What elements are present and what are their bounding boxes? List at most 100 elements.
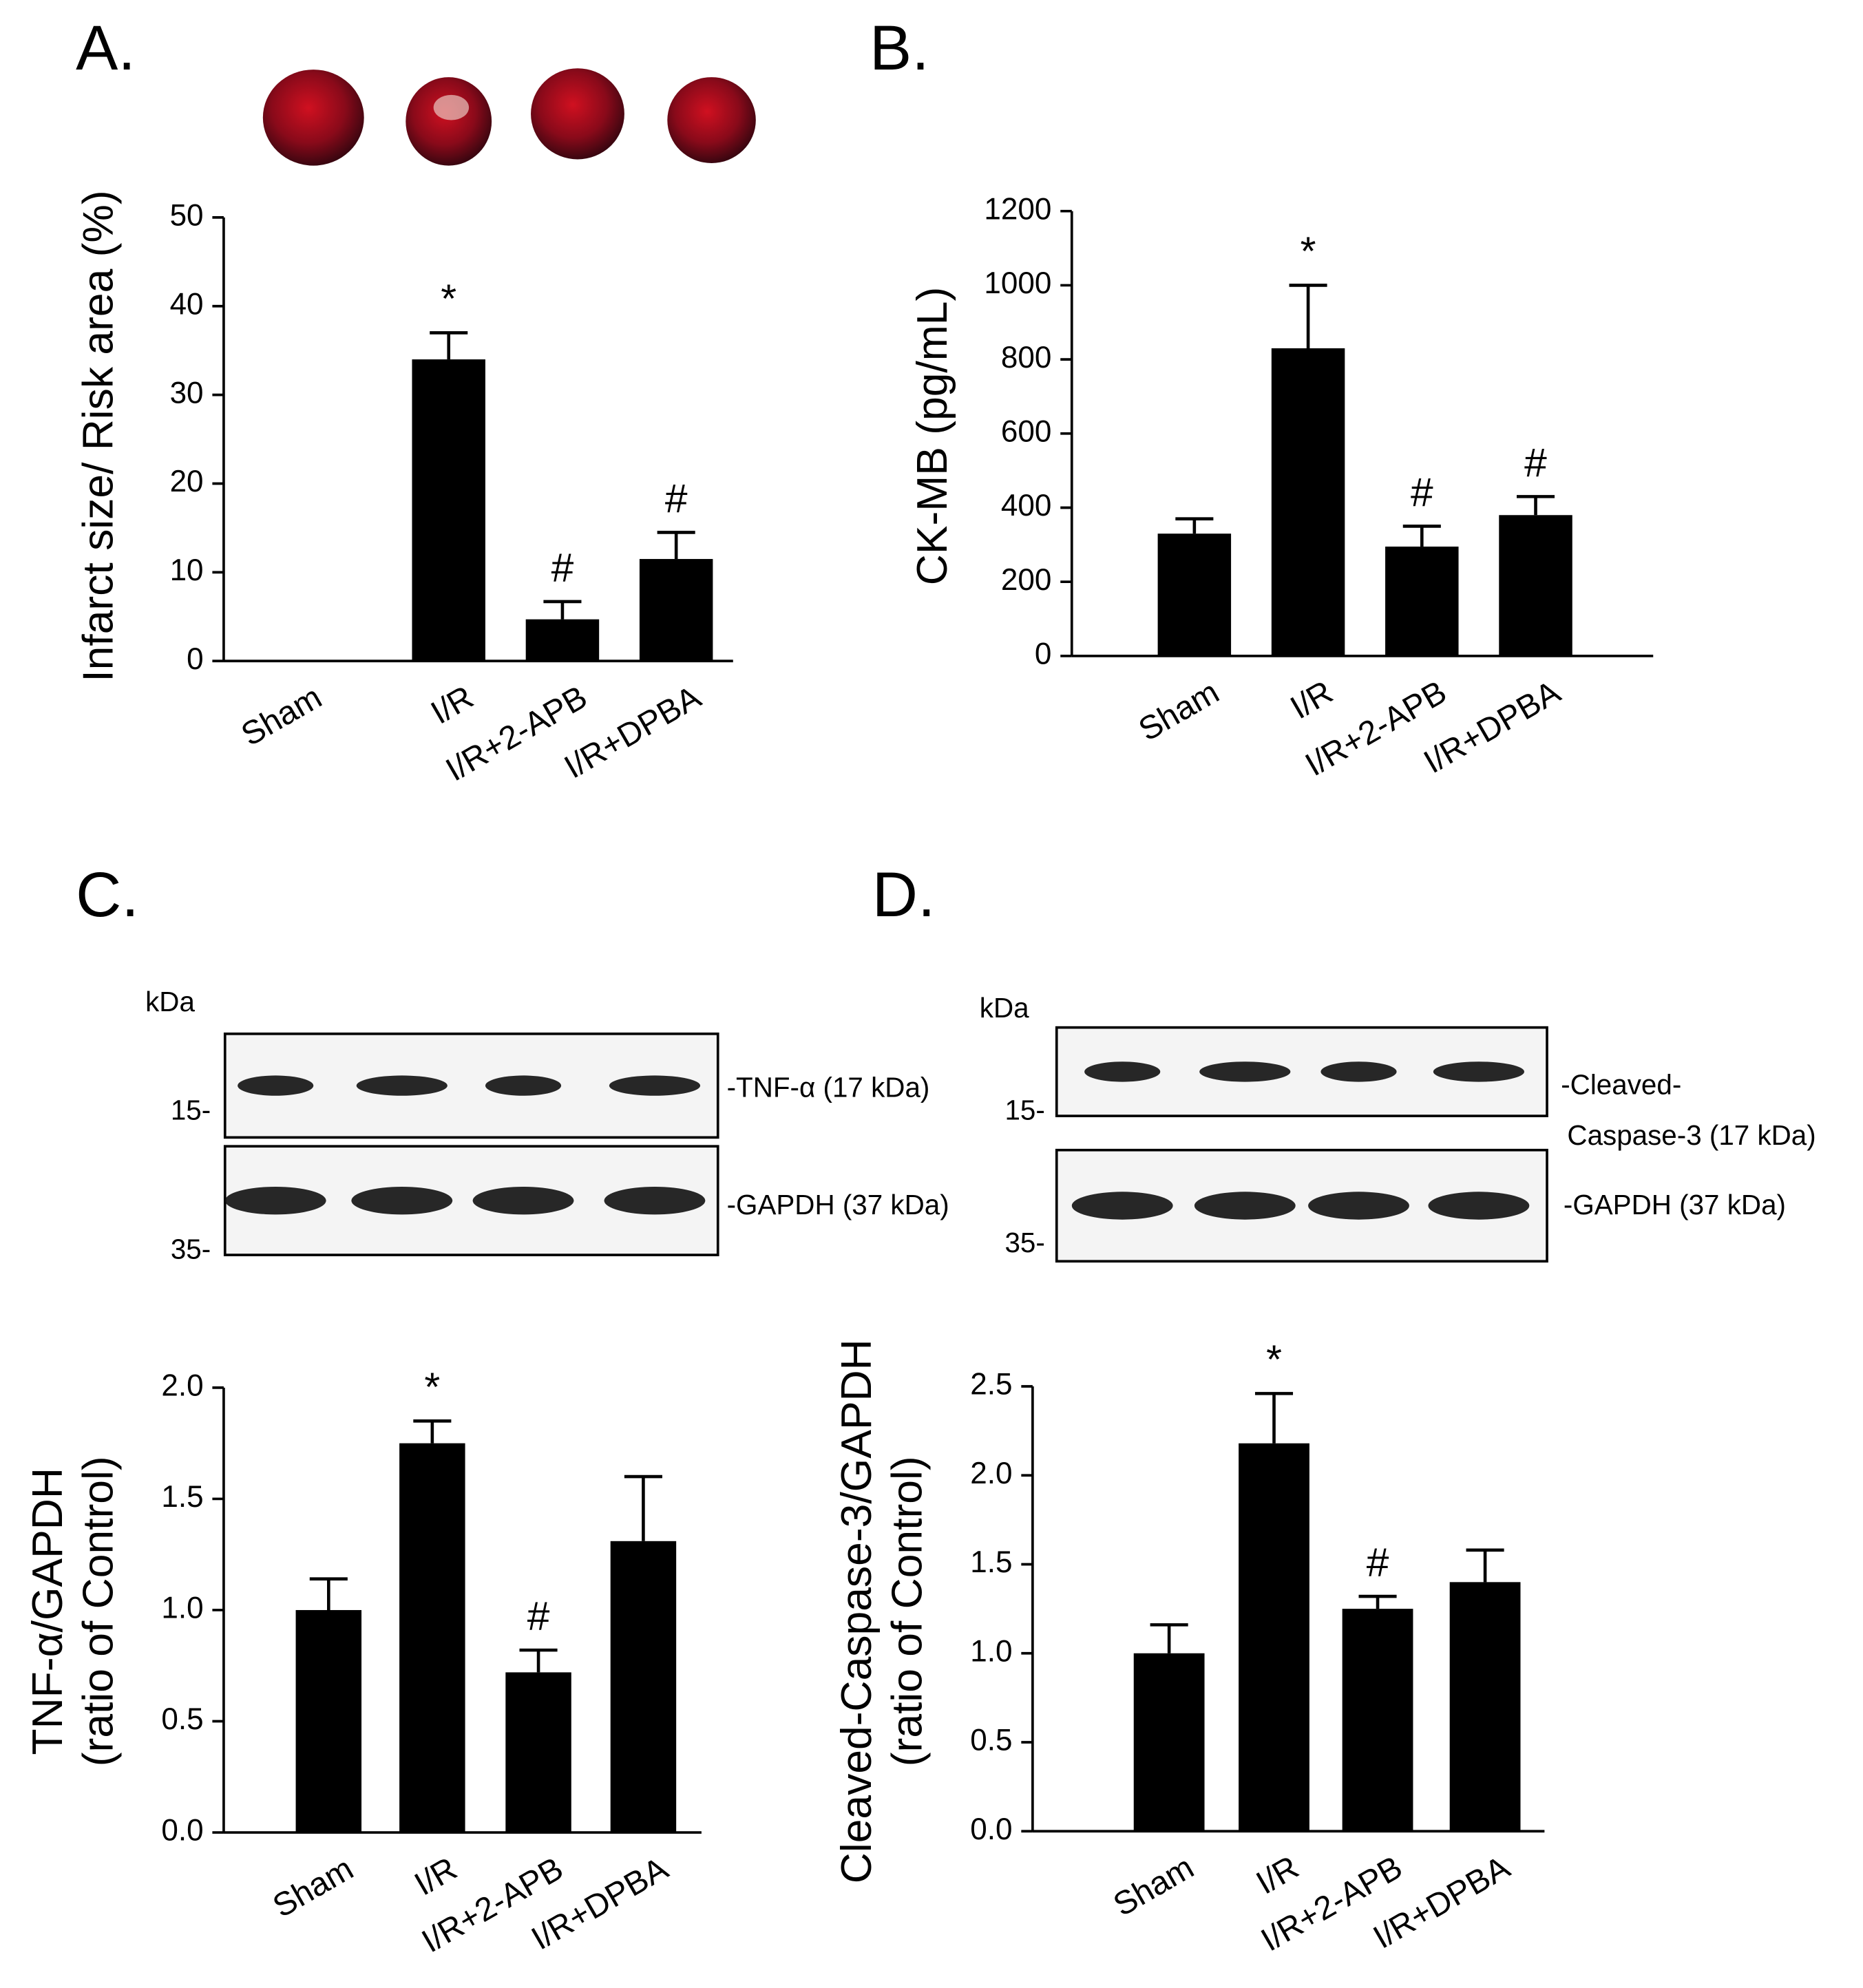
error-bar bbox=[1516, 495, 1555, 516]
panel-label: C. bbox=[76, 860, 139, 930]
x-tick-label: Sham bbox=[1133, 674, 1225, 748]
y-tick-label: 0.0 bbox=[161, 1814, 203, 1848]
heart-slice bbox=[262, 70, 364, 166]
significance-marker: # bbox=[665, 476, 688, 521]
y-axis-label: (ratio of Control) bbox=[883, 1456, 931, 1766]
bar bbox=[1449, 1582, 1521, 1832]
error-bar bbox=[1175, 517, 1214, 534]
blot-band-label: -GAPDH (37 kDa) bbox=[1564, 1189, 1786, 1220]
y-tick-label: 50 bbox=[170, 199, 204, 233]
panel: C.TNF-α/GAPDH (ratio of Control)0.00.51.0… bbox=[24, 860, 949, 1960]
y-tick-label: 1200 bbox=[984, 192, 1051, 226]
y-axis-label: Cleaved-Caspase-3/GAPDH bbox=[833, 1339, 881, 1883]
error-bar bbox=[309, 1577, 348, 1610]
bar bbox=[1342, 1609, 1413, 1832]
blot-band bbox=[1433, 1061, 1524, 1082]
y-tick-label: 10 bbox=[170, 553, 204, 587]
error-bar bbox=[519, 1648, 558, 1673]
y-tick-label: 20 bbox=[170, 465, 204, 498]
heart-slice bbox=[406, 77, 492, 166]
y-tick-label: 400 bbox=[1001, 489, 1051, 522]
bar bbox=[1499, 515, 1572, 656]
error-bar bbox=[413, 1419, 452, 1444]
heart-slice bbox=[531, 68, 624, 160]
blot-band-label: -Cleaved- bbox=[1561, 1069, 1681, 1101]
significance-marker: # bbox=[1411, 470, 1433, 515]
y-tick-label: 0 bbox=[187, 642, 204, 676]
x-tick-label: I/R bbox=[425, 679, 479, 731]
significance-marker: # bbox=[1367, 1541, 1389, 1585]
blot-unit: kDa bbox=[145, 986, 195, 1017]
blot-band bbox=[1428, 1192, 1530, 1220]
panel: B. CK-MB (pg/mL) 0 200 400 600 800 1000 1200 Sham… bbox=[870, 13, 1654, 783]
y-tick-label: 600 bbox=[1001, 414, 1051, 448]
error-bar bbox=[1254, 1392, 1294, 1444]
blot-band bbox=[1194, 1192, 1296, 1220]
error-bar bbox=[1402, 525, 1441, 547]
y-tick-label: 2.0 bbox=[161, 1368, 203, 1402]
bar bbox=[639, 559, 713, 662]
y-tick-label: 30 bbox=[170, 376, 204, 410]
heart-images bbox=[262, 68, 756, 166]
blot-band bbox=[351, 1186, 453, 1215]
y-tick-label: 800 bbox=[1001, 341, 1051, 374]
error-bar bbox=[430, 331, 468, 360]
blot-band bbox=[485, 1075, 562, 1096]
blot-band bbox=[238, 1075, 314, 1096]
y-tick-label: 200 bbox=[1001, 563, 1051, 597]
y-tick-label: 0.0 bbox=[970, 1812, 1012, 1846]
significance-marker: * bbox=[441, 277, 456, 321]
blot-band-label: Caspase-3 (17 kDa) bbox=[1567, 1119, 1815, 1151]
y-tick-label: 0 bbox=[1035, 637, 1052, 671]
bar bbox=[1133, 1653, 1205, 1832]
blot-band bbox=[604, 1186, 706, 1215]
y-axis-label: CK-MB (pg/mL) bbox=[909, 287, 956, 585]
y-tick-label: 0.5 bbox=[970, 1724, 1012, 1757]
x-tick-label: I/R bbox=[1285, 674, 1339, 726]
error-bar bbox=[1466, 1548, 1504, 1583]
panel-label: D. bbox=[872, 860, 936, 930]
bar bbox=[525, 619, 600, 662]
blot-band bbox=[1084, 1061, 1161, 1082]
x-tick-label: Sham bbox=[1108, 1849, 1200, 1923]
y-axis-label: Infarct size/ Risk area (%) bbox=[74, 190, 122, 681]
error-bar bbox=[1150, 1623, 1188, 1653]
y-axis-label: (ratio of Control) bbox=[74, 1456, 122, 1766]
blot-marker: 35- bbox=[171, 1233, 211, 1265]
y-tick-label: 2.5 bbox=[970, 1368, 1012, 1402]
blot-band bbox=[1320, 1061, 1397, 1082]
y-tick-label: 1.5 bbox=[161, 1480, 203, 1514]
blot-unit: kDa bbox=[980, 992, 1029, 1024]
panel: D. Cleaved-Caspase-3/GAPDH (ratio of Contr… bbox=[833, 860, 1816, 1958]
y-tick-label: 1.5 bbox=[970, 1545, 1012, 1579]
bar bbox=[1157, 533, 1232, 656]
y-tick-label: 0.5 bbox=[161, 1702, 203, 1736]
significance-marker: * bbox=[424, 1365, 440, 1410]
bar bbox=[399, 1443, 465, 1833]
significance-marker: # bbox=[527, 1594, 550, 1639]
blot-band-label: -GAPDH (37 kDa) bbox=[727, 1189, 949, 1220]
x-tick-label: I/R bbox=[408, 1850, 463, 1903]
y-axis-label: TNF-α/GAPDH bbox=[24, 1468, 72, 1755]
heart-infarct bbox=[433, 94, 470, 120]
panel: A. Infarct size/ Risk area (%) 0 10 20 30 40 50… bbox=[74, 13, 733, 788]
y-tick-label: 1.0 bbox=[161, 1592, 203, 1625]
blot-band-label: -TNF-α (17 kDa) bbox=[727, 1071, 930, 1103]
blot-marker: 15- bbox=[1004, 1094, 1044, 1125]
blot-band bbox=[609, 1075, 701, 1096]
significance-marker: # bbox=[551, 546, 574, 591]
bar bbox=[1385, 547, 1459, 656]
blot-band bbox=[472, 1186, 574, 1215]
error-bar bbox=[1358, 1594, 1397, 1609]
bar bbox=[505, 1672, 571, 1833]
blot-band bbox=[1071, 1192, 1173, 1220]
blot-band bbox=[224, 1186, 326, 1215]
y-tick-label: 1.0 bbox=[970, 1634, 1012, 1668]
heart-slice bbox=[667, 77, 756, 163]
bar bbox=[1239, 1443, 1309, 1832]
blot-marker: 35- bbox=[1004, 1227, 1044, 1258]
panel-label: B. bbox=[870, 13, 929, 83]
x-tick-label: Sham bbox=[267, 1850, 359, 1925]
blot-marker: 15- bbox=[171, 1094, 211, 1125]
